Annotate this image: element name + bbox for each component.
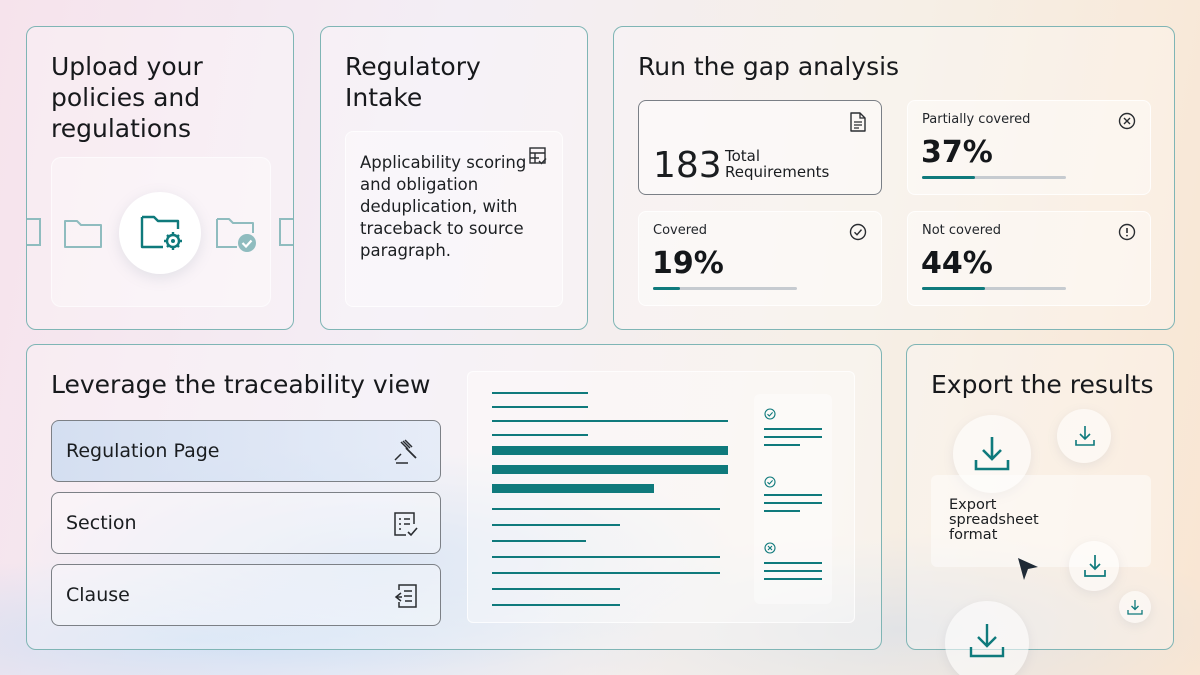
folder-check-icon: [216, 218, 256, 252]
highlighted-line: [492, 446, 728, 455]
status-side-panel: [754, 394, 832, 604]
intake-description: Applicability scoring and obligation ded…: [360, 153, 527, 260]
text-line: [764, 436, 822, 438]
text-line: [764, 428, 822, 430]
traceability-card: Leverage the traceability view Regulatio…: [26, 344, 882, 650]
progress-fill: [653, 287, 681, 290]
text-line: [492, 434, 588, 436]
trace-item-label: Section: [66, 512, 137, 534]
text-line: [492, 524, 620, 526]
document-return-icon: [394, 584, 417, 608]
tile-label: Not covered: [922, 223, 1002, 238]
text-line: [492, 540, 586, 542]
highlighted-line: [492, 465, 728, 474]
not-covered-tile[interactable]: Not covered 44%: [907, 211, 1151, 306]
download-icon: [1127, 600, 1143, 615]
section-button[interactable]: Section: [51, 492, 441, 554]
text-line: [764, 494, 822, 496]
download-icon: [969, 624, 1005, 658]
progress-track: [922, 287, 1066, 290]
download-button-small[interactable]: [1057, 409, 1111, 463]
x-circle-icon: [1118, 112, 1136, 130]
export-option-label: Export spreadsheet format: [949, 497, 1039, 543]
total-requirements-tile[interactable]: 183 Total Requirements: [638, 100, 882, 195]
trace-item-label: Clause: [66, 584, 130, 606]
partially-covered-tile[interactable]: Partially covered 37%: [907, 100, 1151, 195]
document-icon: [850, 112, 866, 132]
upload-card: Upload your policies and regulations: [26, 26, 294, 330]
download-button-medium[interactable]: [1069, 541, 1119, 591]
intake-card: Regulatory Intake Applicability scoring …: [320, 26, 588, 330]
text-line: [492, 420, 728, 422]
folder-edge-right-icon: [279, 218, 293, 246]
tile-label: Partially covered: [922, 112, 1031, 127]
trace-item-label: Regulation Page: [66, 440, 220, 462]
export-card: Export the results Export spreadsheet fo…: [906, 344, 1174, 675]
regulation-page-button[interactable]: Regulation Page: [51, 420, 441, 482]
text-line: [492, 508, 720, 510]
text-line: [764, 562, 822, 564]
folder-settings-button[interactable]: [119, 192, 201, 274]
folder-edge-left-icon: [27, 218, 41, 246]
gap-title: Run the gap analysis: [638, 52, 900, 81]
highlighted-line: [492, 484, 654, 493]
progress-fill: [922, 176, 976, 179]
text-line: [492, 588, 620, 590]
progress-track: [653, 287, 797, 290]
progress-track: [922, 176, 1066, 179]
text-line: [492, 556, 720, 558]
total-requirements-value: 183: [653, 145, 722, 186]
download-icon: [1075, 426, 1095, 446]
table-check-icon: [529, 147, 547, 165]
export-title: Export the results: [931, 370, 1154, 399]
covered-tile[interactable]: Covered 19%: [638, 211, 882, 306]
text-line: [764, 570, 822, 572]
alert-circle-icon: [1118, 223, 1136, 241]
traceability-title: Leverage the traceability view: [51, 370, 431, 399]
tile-label: Covered: [653, 223, 708, 238]
text-line: [492, 406, 588, 408]
check-circle-icon: [764, 408, 776, 420]
upload-title: Upload your policies and regulations: [51, 52, 203, 143]
check-circle-icon: [849, 223, 867, 241]
list-check-icon: [394, 512, 418, 537]
x-circle-icon: [764, 542, 776, 554]
document-preview: [467, 371, 855, 623]
check-circle-icon: [764, 476, 776, 488]
text-line: [764, 444, 800, 446]
gavel-icon: [394, 439, 417, 464]
text-line: [492, 392, 588, 394]
text-line: [764, 502, 822, 504]
tile-value: 19%: [652, 246, 724, 281]
intake-title: Regulatory Intake: [345, 52, 481, 112]
tile-value: 44%: [921, 246, 993, 281]
text-line: [764, 578, 822, 580]
progress-fill: [922, 287, 986, 290]
intake-panel: Applicability scoring and obligation ded…: [345, 131, 563, 307]
export-spreadsheet-option[interactable]: Export spreadsheet format: [931, 475, 1151, 567]
text-line: [764, 510, 800, 512]
tile-value: 37%: [921, 135, 993, 170]
gap-card: Run the gap analysis 183 Total Requireme…: [613, 26, 1175, 330]
clause-button[interactable]: Clause: [51, 564, 441, 626]
folder-settings-icon: [140, 215, 182, 250]
cursor-icon: [1018, 558, 1038, 580]
text-line: [492, 604, 620, 606]
text-line: [492, 572, 720, 574]
folder-icon: [64, 220, 102, 248]
download-icon: [974, 437, 1010, 471]
total-requirements-label: Total Requirements: [725, 147, 830, 181]
download-icon: [1084, 555, 1106, 577]
